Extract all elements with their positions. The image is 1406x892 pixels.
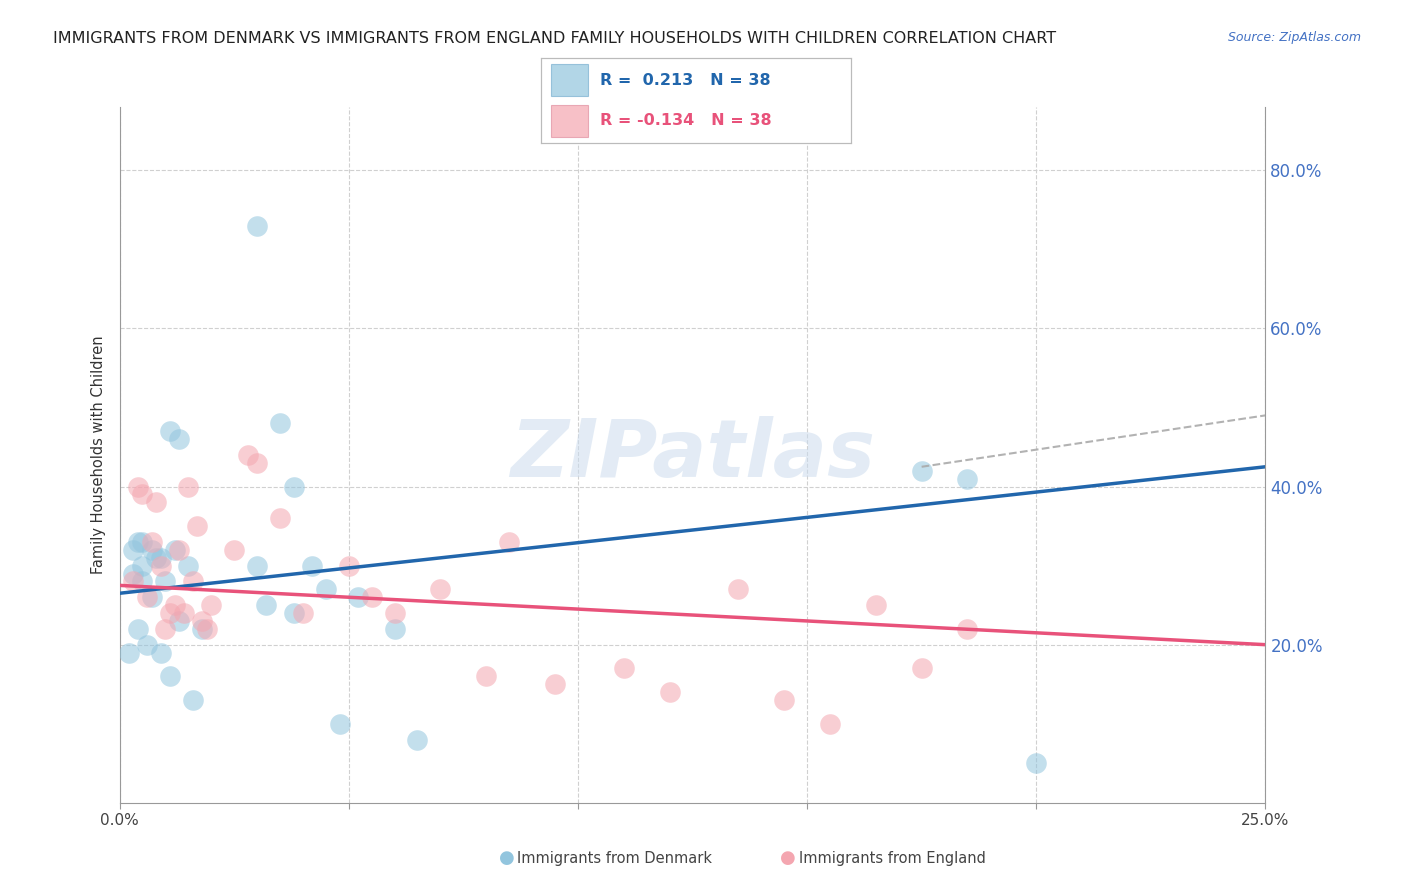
Text: Immigrants from Denmark: Immigrants from Denmark (517, 851, 713, 865)
Point (956, 622, 979, 636)
Point (191, 622, 214, 636)
Y-axis label: Family Households with Children: Family Households with Children (91, 335, 107, 574)
Text: IMMIGRANTS FROM DENMARK VS IMMIGRANTS FROM ENGLAND FAMILY HOUSEHOLDS WITH CHILDR: IMMIGRANTS FROM DENMARK VS IMMIGRANTS FR… (53, 31, 1056, 46)
Point (475, 669, 498, 683)
Point (429, 582, 451, 597)
Point (283, 479, 305, 493)
Point (149, 646, 172, 660)
Point (149, 558, 172, 573)
Point (818, 716, 841, 731)
Point (163, 598, 186, 612)
Point (236, 448, 259, 462)
Point (155, 622, 177, 636)
Bar (551, 104, 588, 136)
Point (254, 598, 277, 612)
Point (613, 661, 636, 675)
Point (498, 534, 520, 549)
Point (186, 519, 208, 533)
Point (131, 574, 153, 589)
Point (141, 542, 163, 557)
Text: ●: ● (499, 849, 515, 867)
Point (127, 622, 149, 636)
Point (406, 732, 429, 747)
Text: ZIPatlas: ZIPatlas (510, 416, 875, 494)
Point (269, 511, 291, 525)
Point (118, 646, 141, 660)
Point (131, 558, 153, 573)
Point (773, 693, 796, 707)
Point (195, 622, 218, 636)
Point (163, 542, 186, 557)
Point (122, 542, 145, 557)
Text: ●: ● (780, 849, 796, 867)
Point (167, 542, 190, 557)
Point (315, 582, 337, 597)
Point (177, 479, 200, 493)
Point (191, 614, 214, 628)
Point (127, 534, 149, 549)
Point (131, 487, 153, 501)
Point (141, 591, 163, 605)
Text: R = -0.134   N = 38: R = -0.134 N = 38 (600, 113, 772, 128)
Point (145, 495, 167, 509)
Point (181, 574, 204, 589)
Point (246, 219, 269, 233)
Point (246, 558, 269, 573)
Point (122, 574, 145, 589)
Point (301, 558, 323, 573)
Point (149, 550, 172, 565)
Text: Immigrants from England: Immigrants from England (799, 851, 986, 865)
Point (727, 582, 749, 597)
Point (544, 677, 567, 691)
Point (141, 534, 163, 549)
Point (291, 606, 314, 620)
Point (155, 574, 177, 589)
Point (384, 606, 406, 620)
Point (283, 606, 305, 620)
Text: R =  0.213   N = 38: R = 0.213 N = 38 (600, 73, 770, 88)
Point (177, 558, 200, 573)
Point (200, 598, 222, 612)
Point (328, 716, 350, 731)
Point (910, 661, 932, 675)
Point (136, 591, 159, 605)
Point (167, 614, 190, 628)
Point (865, 598, 887, 612)
Point (347, 591, 370, 605)
Point (127, 479, 149, 493)
Point (159, 424, 181, 438)
Point (337, 558, 360, 573)
Point (384, 622, 406, 636)
Point (145, 550, 167, 565)
Text: Source: ZipAtlas.com: Source: ZipAtlas.com (1227, 31, 1361, 45)
Point (658, 685, 681, 699)
Point (1025, 756, 1047, 771)
Bar (551, 64, 588, 96)
Point (136, 638, 159, 652)
Point (246, 456, 269, 470)
Point (956, 472, 979, 486)
Point (131, 534, 153, 549)
Point (360, 591, 382, 605)
Point (181, 693, 204, 707)
Point (910, 464, 932, 478)
Point (167, 432, 190, 446)
Point (269, 417, 291, 431)
Point (173, 606, 195, 620)
Point (159, 606, 181, 620)
Point (159, 669, 181, 683)
Point (122, 566, 145, 581)
Point (222, 542, 246, 557)
